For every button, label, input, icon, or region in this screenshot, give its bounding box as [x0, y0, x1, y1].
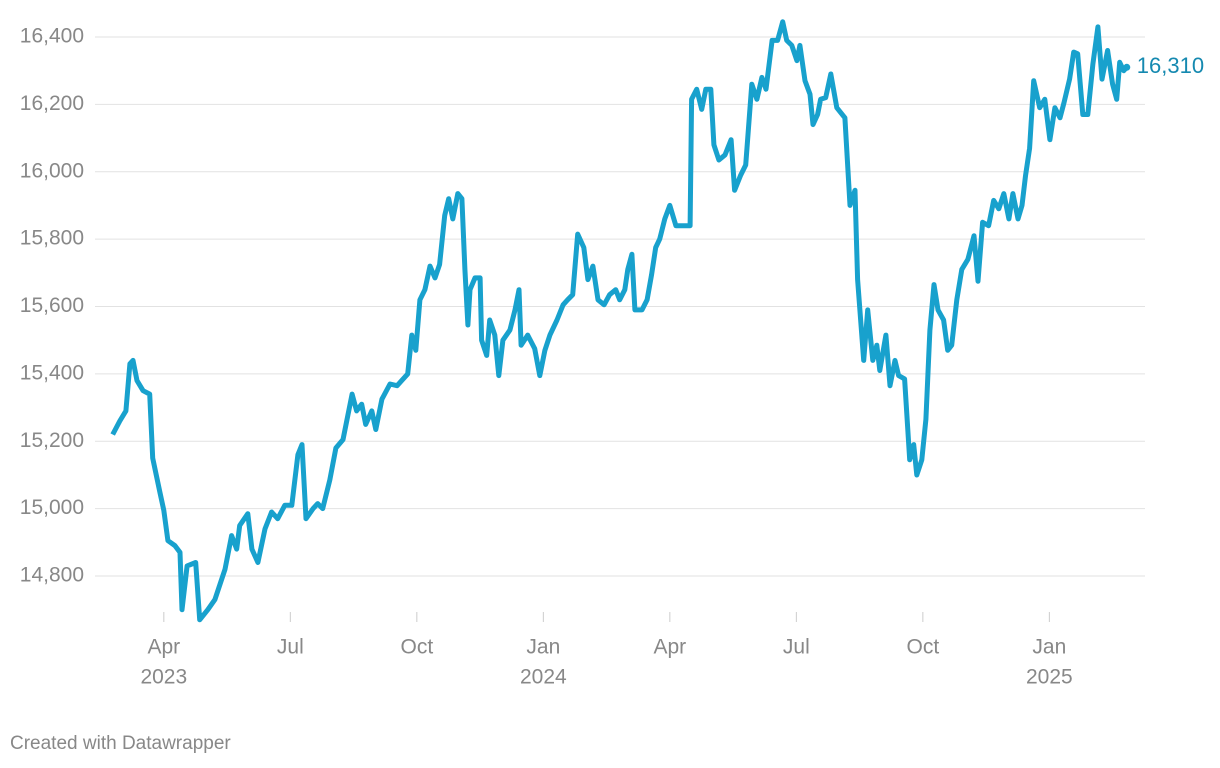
y-tick-label: 16,000 — [20, 159, 84, 182]
x-tick-label: Jan — [1032, 636, 1066, 659]
end-dot — [1123, 63, 1131, 71]
x-tick-label: Jul — [277, 636, 304, 659]
x-tick-label: Jul — [783, 636, 810, 659]
y-tick-label: 15,400 — [20, 361, 84, 384]
x-tick-label: Jan — [526, 636, 560, 659]
x-tick-label: Oct — [400, 636, 433, 659]
x-year-label: 2023 — [140, 666, 187, 689]
y-tick-label: 16,200 — [20, 92, 84, 115]
x-tick-label: Apr — [147, 636, 180, 659]
y-tick-label: 15,200 — [20, 429, 84, 452]
credit: Created with Datawrapper — [10, 733, 231, 754]
y-tick-label: 14,800 — [20, 564, 84, 587]
y-tick-label: 15,800 — [20, 227, 84, 250]
y-tick-label: 15,600 — [20, 294, 84, 317]
x-tick-label: Apr — [653, 636, 686, 659]
x-year-label: 2024 — [520, 666, 567, 689]
line — [110, 19, 1129, 623]
end-label: 16,310 — [1137, 53, 1204, 78]
x-year-label: 2025 — [1026, 666, 1073, 689]
x-tick-label: Oct — [907, 636, 940, 659]
y-tick-label: 15,000 — [20, 496, 84, 519]
y-tick-label: 16,400 — [20, 25, 84, 48]
